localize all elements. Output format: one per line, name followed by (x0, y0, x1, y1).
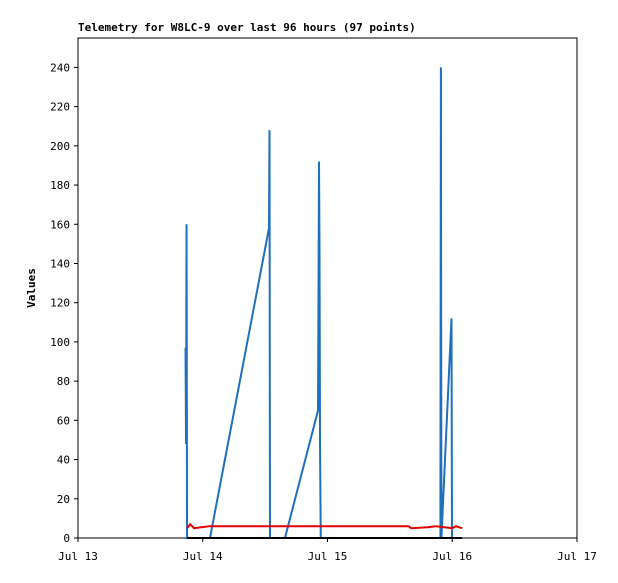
x-tick-label: Jul 13 (58, 550, 98, 563)
y-tick-label: 180 (50, 179, 70, 192)
x-tick-label: Jul 14 (183, 550, 223, 563)
y-tick-label: 120 (50, 297, 70, 310)
y-tick-label: 60 (57, 414, 70, 427)
y-tick-label: 240 (50, 61, 70, 74)
series-line (186, 522, 463, 530)
x-tick-label: Jul 16 (432, 550, 472, 563)
y-tick-label: 140 (50, 257, 70, 270)
y-tick-label: 20 (57, 493, 70, 506)
x-tick-label: Jul 15 (308, 550, 348, 563)
y-tick-label: 100 (50, 336, 70, 349)
y-tick-label: 220 (50, 101, 70, 114)
y-tick-label: 160 (50, 218, 70, 231)
y-tick-label: 40 (57, 454, 70, 467)
series-line (184, 67, 454, 539)
plot-frame (77, 37, 578, 539)
y-axis-label: Values (25, 268, 38, 308)
y-tick-label: 200 (50, 140, 70, 153)
y-tick-label: 0 (63, 532, 70, 545)
x-tick-label: Jul 17 (557, 550, 597, 563)
chart-title: Telemetry for W8LC-9 over last 96 hours … (78, 21, 416, 34)
y-tick-label: 80 (57, 375, 70, 388)
